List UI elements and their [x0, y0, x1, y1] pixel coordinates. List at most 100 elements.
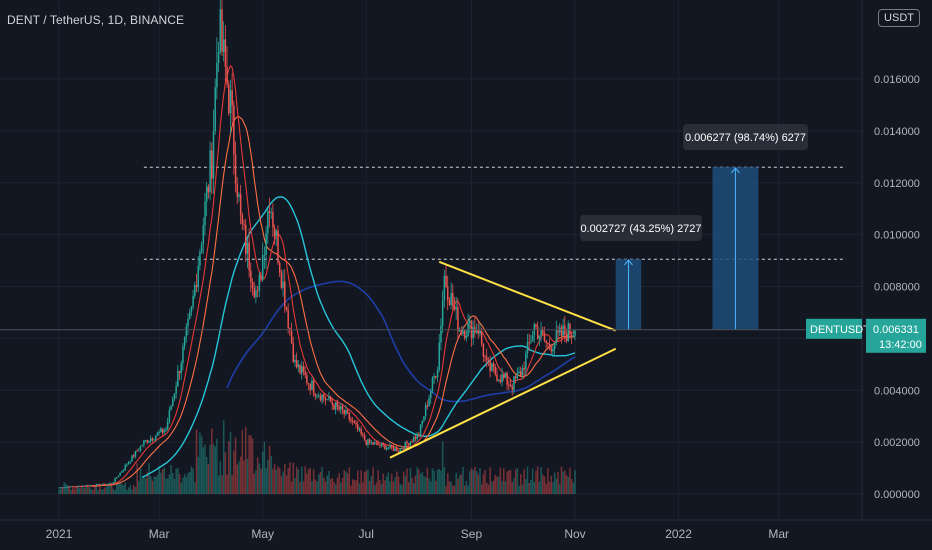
candle-body	[355, 423, 357, 425]
time-tick-label: 2022	[665, 527, 692, 541]
price-tag-bg	[866, 318, 926, 353]
candle-body	[292, 343, 295, 362]
volume-bar	[80, 485, 82, 494]
candle-body	[243, 223, 245, 225]
volume-bar	[525, 479, 527, 494]
candle-body	[389, 444, 391, 448]
volume-bar	[324, 481, 327, 494]
volume-bar	[229, 431, 232, 494]
volume-bar	[518, 485, 520, 494]
candle-body	[311, 380, 313, 390]
candle-body	[530, 341, 532, 343]
volume-bar	[533, 481, 536, 494]
symbol-tag: DENTUSDT 0.006331 13:42:00	[806, 318, 926, 353]
volume-bar	[241, 429, 244, 494]
candle-body	[531, 335, 534, 342]
candle-body	[401, 448, 403, 450]
candle-body	[76, 485, 79, 487]
volume-bar	[343, 470, 345, 494]
volume-bar	[531, 468, 534, 494]
volume-bar	[411, 477, 413, 494]
volume-bar	[360, 470, 362, 494]
volume-bar	[172, 473, 174, 494]
volume-bar	[506, 471, 508, 494]
volume-bar	[484, 469, 486, 494]
candle-body	[307, 382, 310, 384]
volume-bar	[302, 481, 305, 494]
volume-bar	[438, 468, 441, 494]
candle-body	[272, 212, 274, 228]
volume-bar	[443, 467, 446, 494]
volume-bar	[426, 467, 429, 494]
candle-body	[426, 405, 429, 407]
volume-bar	[239, 456, 242, 494]
candle-body	[207, 186, 210, 193]
volume-bar	[136, 463, 138, 494]
candle-body	[458, 330, 461, 332]
time-axis[interactable]: 2021 Mar May Jul Sep Nov 2022 Mar	[0, 519, 932, 541]
volume-bar	[387, 472, 390, 494]
candle-body	[423, 416, 425, 421]
projection-boxes[interactable]	[615, 166, 759, 330]
volume-bar	[401, 484, 403, 494]
volume-bar	[545, 483, 547, 494]
volume-bar	[547, 468, 549, 494]
volume-bar	[455, 472, 457, 494]
candle-body	[331, 402, 334, 405]
candle-body	[82, 485, 84, 487]
candle-body	[149, 438, 152, 442]
candle-body	[453, 306, 456, 310]
volume-bar	[143, 476, 145, 494]
candle-body	[457, 307, 459, 332]
candle-body	[219, 9, 222, 53]
candle-body	[251, 281, 254, 288]
volume-bar	[277, 466, 279, 494]
volume-bar	[59, 487, 62, 494]
volume-bar	[195, 429, 198, 494]
volume-bar	[482, 474, 485, 494]
candle-body	[519, 371, 522, 376]
candle-body	[59, 487, 62, 489]
price-axis[interactable]: 0.0000000.0020000.0040000.0060000.008000…	[806, 0, 926, 520]
volume-bar	[58, 489, 60, 494]
volume-bar	[297, 469, 300, 494]
volume-bar	[390, 473, 393, 494]
volume-bar	[76, 487, 79, 494]
volume-bar	[365, 470, 368, 494]
volume-bar	[504, 481, 507, 494]
volume-bar	[166, 478, 169, 494]
volume-bar	[548, 481, 551, 494]
volume-bar	[234, 437, 237, 494]
volume-bar	[392, 481, 395, 494]
volume-bar	[496, 476, 498, 494]
candle-body	[428, 398, 430, 407]
candle-body	[399, 448, 401, 452]
last-price-label: 0.006331	[873, 324, 919, 336]
time-tick-label: Nov	[564, 527, 585, 541]
candle-body	[387, 447, 390, 449]
volume-bar	[131, 489, 133, 494]
candle-body	[187, 318, 189, 327]
volume-bar	[363, 471, 366, 494]
volume-bar	[380, 484, 383, 494]
volume-bar	[494, 474, 497, 494]
candle-body	[368, 439, 371, 443]
candle-body	[504, 373, 507, 378]
candle-body	[192, 295, 194, 307]
candle-body	[486, 356, 488, 361]
currency-button[interactable]: USDT	[878, 9, 920, 27]
candle-body	[148, 441, 150, 443]
volume-bar	[153, 476, 155, 494]
candle-body	[273, 227, 276, 237]
volume-bar	[479, 468, 481, 494]
volume-bar	[197, 456, 199, 494]
volume-bar	[559, 483, 561, 494]
volume-bar	[570, 478, 573, 494]
volume-bar	[268, 445, 271, 494]
volume-bar	[99, 485, 101, 494]
volume-bar	[311, 481, 313, 494]
volume-bar	[75, 486, 77, 494]
triangle-pattern[interactable]	[389, 260, 617, 459]
candle-body	[156, 432, 159, 436]
